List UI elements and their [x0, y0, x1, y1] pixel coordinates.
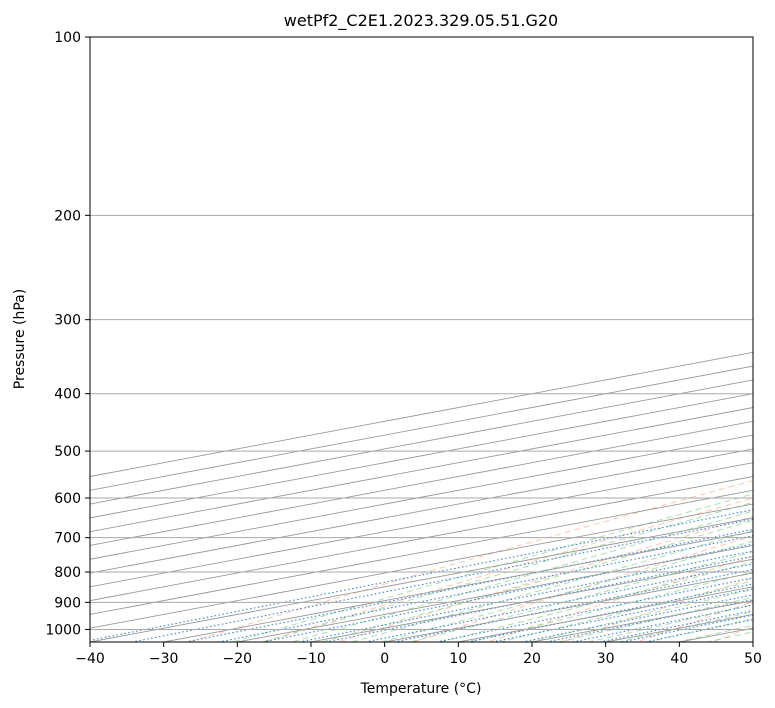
y-axis-label: Pressure (hPa): [12, 289, 28, 389]
y-axis-ticks: 1000 900 800 700 600 500 400 300 200 100: [45, 30, 90, 638]
chart-title: wetPf2_C2E1.2023.329.05.51.G20: [284, 11, 558, 31]
x-tick-label: 0: [380, 651, 389, 667]
x-tick-label: 40: [670, 651, 688, 667]
dry-adiabat-line: [187, 480, 753, 642]
plot-frame: [89, 36, 754, 643]
mixing-ratio-line: [362, 563, 753, 642]
x-tick-label: −30: [149, 651, 179, 667]
y-tick-label: 700: [54, 531, 81, 547]
x-tick-label: 30: [597, 651, 615, 667]
x-tick-label: 20: [523, 651, 541, 667]
mixing-ratio-line: [323, 555, 753, 642]
moist-adiabat-line: [467, 571, 753, 642]
y-tick-label: 800: [54, 565, 81, 581]
y-tick-label: 300: [54, 313, 81, 329]
isotherm-line: [90, 476, 753, 602]
mixing-ratio-line: [90, 509, 753, 641]
y-tick-label: 400: [54, 387, 81, 403]
moist-adiabat-line: [497, 580, 753, 642]
plot-area: [90, 37, 753, 642]
isotherm-line: [90, 420, 753, 546]
background-lines: [90, 351, 753, 642]
moist-adiabat-line: [556, 596, 753, 642]
moist-adiabat-line: [349, 530, 753, 642]
y-tick-label: 600: [54, 491, 81, 507]
isotherm-line: [90, 448, 753, 574]
moist-adiabat-line: [438, 561, 753, 642]
mixing-ratio-line: [296, 550, 753, 642]
x-tick-label: −40: [75, 651, 105, 667]
isotherm-line: [90, 503, 753, 629]
y-tick-label: 1000: [45, 622, 81, 638]
moist-adiabat-line: [231, 493, 753, 642]
pressure-gridlines: [90, 37, 753, 630]
y-tick-label: 500: [54, 444, 81, 460]
mixing-ratio-line: [216, 535, 753, 642]
y-tick-label: 100: [54, 30, 81, 46]
mixing-ratio-line: [642, 619, 753, 642]
x-tick-label: −20: [223, 651, 253, 667]
isotherm-line: [90, 489, 753, 615]
moist-adiabat-line: [379, 540, 753, 642]
isotherm-line: [752, 641, 753, 642]
isotherm-line: [90, 517, 753, 642]
isotherm-line: [90, 462, 753, 588]
x-tick-label: 10: [449, 651, 467, 667]
x-axis-ticks: −40 −30 −20 −10 0 10 20 30 40 50: [75, 642, 762, 667]
x-axis-label: Temperature (°C): [360, 681, 482, 697]
y-tick-label: 200: [54, 208, 81, 224]
isotherm-line: [163, 531, 753, 642]
x-tick-label: 50: [744, 651, 762, 667]
mixing-ratio-line: [259, 543, 753, 642]
x-tick-label: −10: [296, 651, 326, 667]
isotherm-line: [90, 434, 753, 560]
y-tick-label: 900: [54, 595, 81, 611]
